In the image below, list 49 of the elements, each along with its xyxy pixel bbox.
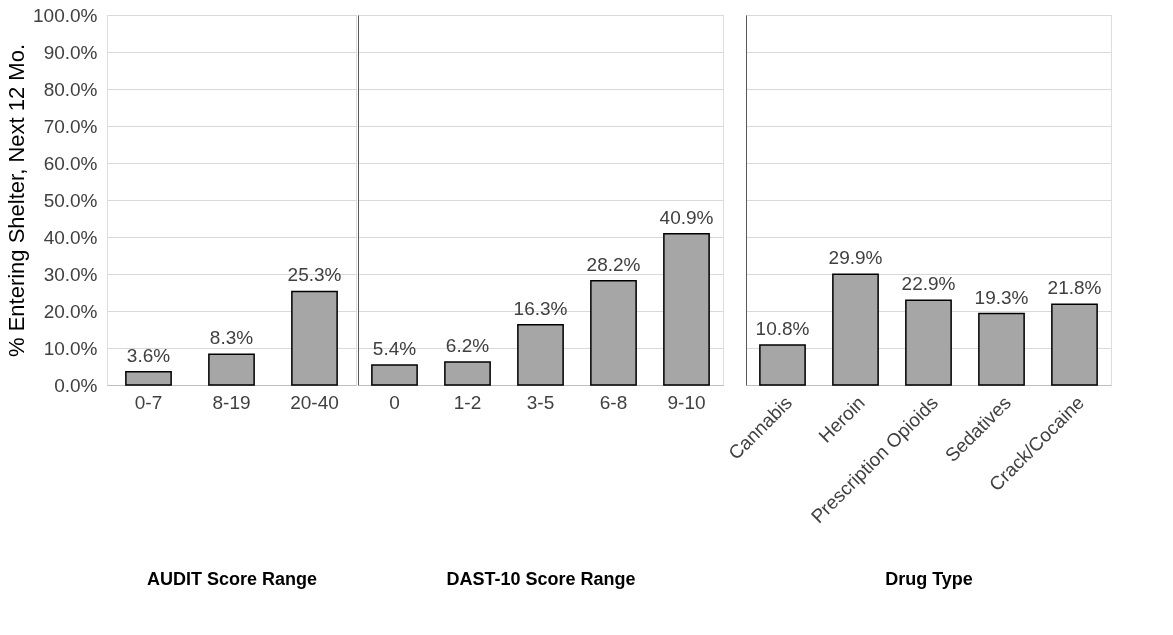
data-label: 5.4% — [372, 338, 417, 360]
y-tick-label: 70.0% — [43, 115, 98, 137]
y-tick-label: 80.0% — [43, 78, 98, 100]
y-tick-label: 50.0% — [43, 189, 98, 211]
data-label: 22.9% — [901, 273, 956, 295]
x-axis-title: DAST-10 Score Range — [446, 568, 636, 589]
y-tick-label: 30.0% — [43, 263, 98, 285]
data-label: 16.3% — [513, 297, 568, 319]
x-tick-label: 9-10 — [667, 391, 706, 413]
bar — [590, 279, 637, 386]
bar — [978, 312, 1025, 386]
data-label: 21.8% — [1047, 277, 1102, 299]
bar — [371, 364, 418, 386]
y-tick-label: 40.0% — [43, 226, 98, 248]
x-tick-label: 20-40 — [290, 391, 339, 413]
bar — [125, 370, 172, 386]
bar — [1051, 303, 1098, 386]
bar — [444, 361, 491, 386]
bar — [208, 353, 255, 386]
bar — [832, 273, 879, 386]
y-tick-label: 60.0% — [43, 152, 98, 174]
x-tick-label: 1-2 — [453, 391, 482, 413]
y-tick-label: 90.0% — [43, 41, 98, 63]
bar — [663, 232, 710, 386]
data-label: 8.3% — [209, 327, 254, 349]
data-label: 19.3% — [974, 286, 1029, 308]
x-tick-label: 0-7 — [134, 391, 163, 413]
data-label: 40.9% — [659, 206, 714, 228]
y-tick-label: 0.0% — [54, 374, 98, 396]
bar — [905, 299, 952, 386]
x-tick-label: 8-19 — [212, 391, 251, 413]
bar — [759, 344, 806, 386]
bar — [517, 323, 564, 386]
data-label: 29.9% — [828, 247, 883, 269]
y-tick-label: 20.0% — [43, 300, 98, 322]
x-tick-label: 3-5 — [526, 391, 555, 413]
y-tick-label: 10.0% — [43, 337, 98, 359]
y-axis-title: % Entering Shelter, Next 12 Mo. — [4, 43, 30, 358]
x-axis-title: Drug Type — [885, 568, 973, 589]
data-label: 25.3% — [287, 264, 342, 286]
data-label: 10.8% — [755, 318, 810, 340]
data-label: 3.6% — [126, 344, 171, 366]
data-label: 6.2% — [445, 335, 490, 357]
y-tick-label: 100.0% — [33, 4, 98, 26]
data-label: 28.2% — [586, 253, 641, 275]
x-tick-label: 0 — [389, 391, 400, 413]
bar — [291, 290, 338, 386]
x-tick-label: 6-8 — [599, 391, 628, 413]
x-axis-title: AUDIT Score Range — [146, 568, 318, 589]
